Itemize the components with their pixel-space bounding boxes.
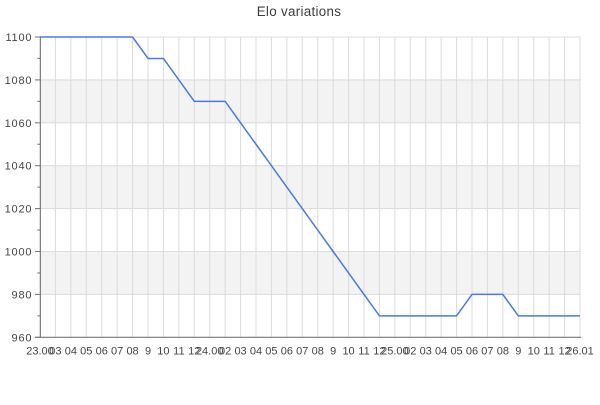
- svg-text:12: 12: [373, 346, 385, 358]
- svg-text:24.00: 24.00: [196, 346, 224, 358]
- svg-text:1060: 1060: [5, 118, 33, 130]
- svg-text:06: 06: [466, 346, 478, 358]
- svg-text:07: 07: [296, 346, 308, 358]
- svg-text:960: 960: [12, 332, 33, 344]
- svg-text:03: 03: [49, 346, 61, 358]
- svg-text:1100: 1100: [5, 32, 32, 44]
- svg-text:04: 04: [435, 346, 447, 358]
- svg-text:12: 12: [558, 346, 570, 358]
- svg-text:02: 02: [219, 346, 231, 358]
- svg-text:1040: 1040: [5, 161, 33, 173]
- svg-text:11: 11: [543, 346, 554, 358]
- svg-text:05: 05: [80, 346, 92, 358]
- svg-text:03: 03: [420, 346, 432, 358]
- svg-text:10: 10: [157, 346, 169, 358]
- svg-text:05: 05: [450, 346, 462, 358]
- svg-text:07: 07: [481, 346, 493, 358]
- svg-text:07: 07: [111, 346, 123, 358]
- svg-text:08: 08: [312, 346, 324, 358]
- svg-text:11: 11: [358, 346, 369, 358]
- svg-text:10: 10: [342, 346, 354, 358]
- svg-text:1020: 1020: [5, 204, 33, 216]
- svg-text:Elo variations: Elo variations: [257, 4, 342, 19]
- svg-text:9: 9: [515, 346, 521, 358]
- svg-text:08: 08: [126, 346, 138, 358]
- svg-text:25.00: 25.00: [381, 346, 409, 358]
- svg-text:04: 04: [250, 346, 262, 358]
- svg-text:1080: 1080: [5, 75, 33, 87]
- svg-text:9: 9: [330, 346, 336, 358]
- svg-text:06: 06: [96, 346, 108, 358]
- svg-text:10: 10: [528, 346, 540, 358]
- svg-text:23.00: 23.00: [26, 346, 54, 358]
- svg-text:02: 02: [404, 346, 416, 358]
- svg-text:12: 12: [188, 346, 200, 358]
- svg-text:05: 05: [265, 346, 277, 358]
- svg-text:03: 03: [234, 346, 246, 358]
- svg-text:08: 08: [497, 346, 509, 358]
- svg-text:26.01: 26.01: [566, 346, 594, 358]
- svg-text:11: 11: [173, 346, 184, 358]
- svg-text:9: 9: [145, 346, 151, 358]
- svg-text:1000: 1000: [5, 247, 33, 259]
- svg-text:980: 980: [12, 289, 33, 301]
- svg-text:04: 04: [65, 346, 77, 358]
- svg-text:06: 06: [281, 346, 293, 358]
